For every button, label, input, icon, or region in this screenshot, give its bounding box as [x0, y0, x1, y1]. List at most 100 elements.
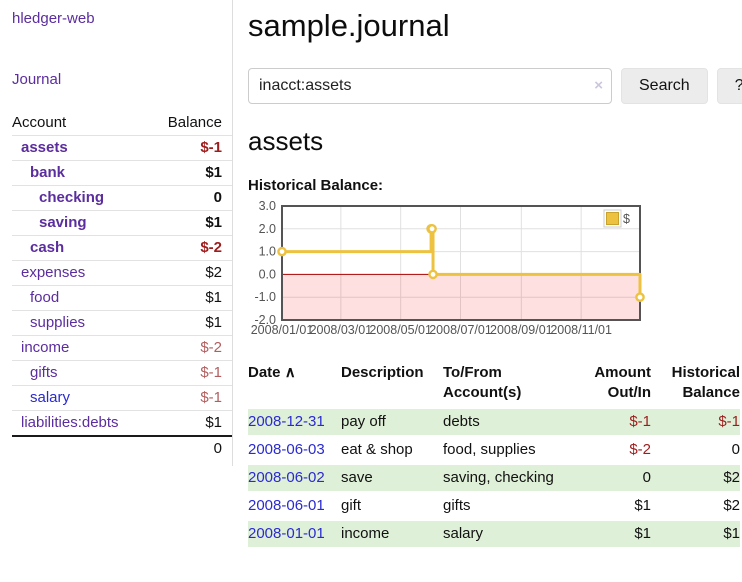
register-row: 2008-06-02 save saving, checking 0 $2 [248, 464, 740, 492]
register-row: 2008-01-01 income salary $1 $1 [248, 520, 740, 547]
nav-journal-link[interactable]: Journal [12, 71, 62, 88]
svg-text:-1.0: -1.0 [254, 290, 276, 304]
account-link[interactable]: liabilities:debts [21, 414, 119, 431]
accounts-table: Account Balance assets $-1 bank $1 checking 0… [12, 112, 232, 460]
svg-text:2008/05/01: 2008/05/01 [369, 323, 432, 337]
register-table: Date ∧ Description To/From Account(s) Am… [248, 361, 740, 547]
account-balance: $2 [205, 264, 222, 281]
chart-title: Historical Balance: [248, 177, 384, 194]
account-link[interactable]: saving [39, 214, 87, 231]
account-row: gifts $-1 [12, 360, 232, 385]
chart-svg: 3.0 2.0 1.0 0.0 -1.0 -2.02008/01/012008/03/01… [251, 199, 645, 337]
account-link[interactable]: cash [30, 239, 65, 256]
register-row: 2008-06-01 gift gifts $1 $2 [248, 492, 740, 520]
amount-column-header: Amount Out/In [594, 364, 651, 401]
account-column-header: Account [12, 114, 67, 131]
amount-cell: 0 [642, 469, 651, 486]
amount-cell: $-2 [629, 441, 651, 458]
account-balance: $1 [205, 289, 222, 306]
account-balance: $1 [205, 414, 222, 431]
balance-cell: 0 [731, 441, 740, 458]
account-link[interactable]: income [21, 339, 70, 356]
accounts-cell: saving, checking [443, 469, 554, 486]
account-link[interactable]: bank [30, 164, 66, 181]
account-row: liabilities:debts $1 [12, 410, 232, 435]
balance-column-header: Historical Balance [671, 364, 740, 401]
account-row: cash $-2 [12, 235, 232, 260]
date-cell: 2008-06-02 [248, 464, 341, 492]
account-balance: $1 [205, 314, 222, 331]
search-box: × [248, 68, 612, 104]
balance-column-header: Balance [167, 114, 222, 131]
svg-text:1.0: 1.0 [259, 245, 276, 259]
svg-text:0.0: 0.0 [259, 267, 276, 281]
app-brand[interactable]: hledger-web [12, 10, 95, 27]
search-input[interactable] [248, 68, 612, 104]
data-point-marker [635, 292, 645, 302]
account-balance: $-1 [200, 139, 222, 156]
data-point-marker [427, 223, 437, 234]
account-balance: 0 [213, 189, 222, 206]
date-cell: 2008-12-31 [248, 408, 341, 436]
legend-label: $ [623, 212, 630, 226]
help-button[interactable]: ? [716, 68, 742, 104]
register-date-link[interactable]: 2008-06-02 [248, 469, 325, 486]
date-cell: 2008-06-03 [248, 436, 341, 464]
app-root: hledger-web Journal Account Balance asse… [0, 0, 742, 547]
account-row: expenses $2 [12, 260, 232, 285]
account-link[interactable]: food [30, 289, 60, 306]
account-row: supplies $1 [12, 310, 232, 335]
account-balance: $-1 [200, 389, 222, 406]
sidebar-inner: hledger-web Journal Account Balance asse… [0, 0, 233, 466]
account-link[interactable]: salary [30, 389, 71, 406]
accounts-cell: debts [443, 413, 480, 430]
accounts-table-header: Account Balance [12, 112, 232, 135]
register-date-link[interactable]: 2008-06-03 [248, 441, 325, 458]
register-header-row: Date ∧ Description To/From Account(s) Am… [248, 361, 740, 408]
description-cell: income [341, 525, 390, 542]
description-cell: pay off [341, 413, 386, 430]
register-row: 2008-06-03 eat & shop food, supplies $-2 0 [248, 436, 740, 464]
legend-swatch-icon [606, 212, 619, 225]
account-balance: $-1 [200, 364, 222, 381]
svg-text:2008/03/01: 2008/03/01 [310, 323, 373, 337]
description-cell: gift [341, 497, 362, 514]
svg-text:2008/01/01: 2008/01/01 [251, 323, 314, 337]
amount-cell: $-1 [629, 413, 651, 430]
svg-text:-2.0: -2.0 [254, 313, 276, 327]
account-link[interactable]: gifts [30, 364, 58, 381]
search-form: × Search ? [248, 68, 742, 104]
accounts-column-header: To/From Account(s) [443, 364, 522, 401]
account-link[interactable]: expenses [21, 264, 86, 281]
account-row: income $-2 [12, 335, 232, 360]
register-date-link[interactable]: 2008-12-31 [248, 413, 325, 430]
account-link[interactable]: supplies [30, 314, 86, 331]
search-button[interactable]: Search [621, 68, 708, 104]
account-balance: $-2 [200, 239, 222, 256]
account-balance: $-2 [200, 339, 222, 356]
main-content: sample.journal × Search ? assets Histori… [233, 0, 742, 547]
clear-search-icon[interactable]: × [594, 77, 603, 94]
account-row: bank $1 [12, 160, 232, 185]
account-heading: assets [248, 126, 324, 156]
account-balance: $1 [205, 214, 222, 231]
description-cell: save [341, 469, 373, 486]
account-link[interactable]: checking [39, 189, 105, 206]
balance-cell: $-1 [718, 413, 740, 430]
date-column-header[interactable]: Date ∧ [248, 361, 341, 408]
sort-ascending-icon: ∧ [284, 364, 296, 381]
account-row: salary $-1 [12, 385, 232, 410]
account-balance: $1 [205, 164, 222, 181]
balance-cell: $2 [723, 497, 740, 514]
account-row: assets $-1 [12, 135, 232, 160]
description-column-header: Description [341, 364, 424, 381]
svg-text:2008/11/01: 2008/11/01 [550, 323, 612, 337]
register-date-link[interactable]: 2008-01-01 [248, 525, 325, 542]
account-link[interactable]: assets [21, 139, 68, 156]
accounts-total-row: 0 [12, 435, 232, 460]
balance-cell: $2 [723, 469, 740, 486]
sidebar: hledger-web Journal Account Balance asse… [0, 0, 233, 547]
svg-text:2.0: 2.0 [259, 222, 276, 236]
register-date-link[interactable]: 2008-06-01 [248, 497, 325, 514]
accounts-cell: food, supplies [443, 441, 536, 458]
